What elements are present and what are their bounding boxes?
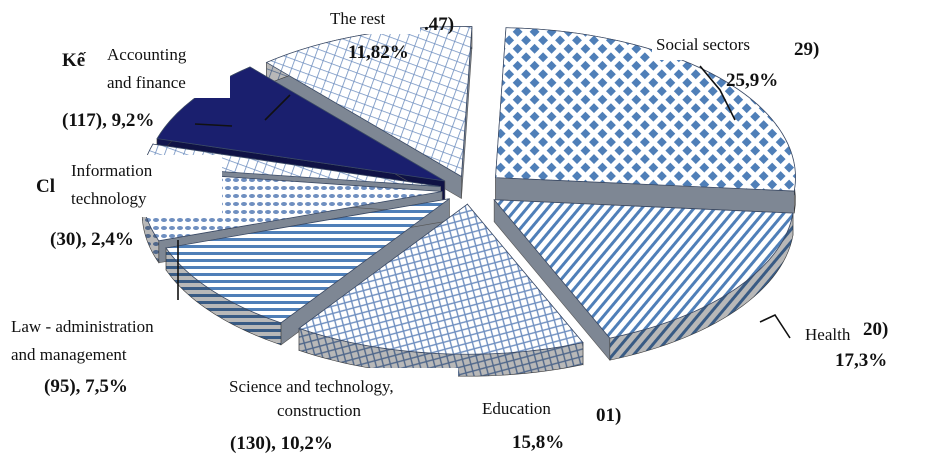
category-label-social-sectors: Social sectors: [656, 35, 750, 54]
category-label-science-and-technology-construction: Science and technology,: [229, 377, 394, 396]
value-label-social-sectors: 25,9%: [726, 70, 778, 91]
category-label-science-and-technology-construction: construction: [277, 401, 362, 420]
slice-education: [298, 203, 584, 377]
label-box-social-sectors: [652, 30, 784, 60]
slice-top: [493, 199, 794, 339]
slice-labels: Social sectors 29) 25,9% Health 20) 17,3% Educ…: [6, 4, 888, 454]
label-box-the-rest: [324, 4, 420, 34]
slice-top: [298, 203, 584, 355]
category-label-accounting-and-finance: Accounting: [107, 45, 187, 64]
label-box-health: [800, 320, 858, 348]
value-label-science-and-technology-construction: (130), 10,2%: [230, 433, 333, 454]
label-box-accounting-and-finance: [100, 40, 230, 98]
slice-science-and-technology-construction: [165, 198, 450, 346]
category-label-information-technology: Information: [71, 161, 153, 180]
count-label-education: 01): [596, 405, 621, 426]
count-label-social-sectors: 29): [794, 39, 819, 60]
leader-the-rest: [264, 94, 291, 121]
slice-top: [495, 27, 796, 192]
slice-shade: [609, 213, 793, 361]
category-label-law-administration-and-management: and management: [11, 345, 127, 364]
category-label-law-administration-and-management: Law - administration: [11, 317, 154, 336]
label-box-law-administration-and-management: [6, 310, 200, 370]
count-label-the-rest: .47): [424, 14, 454, 35]
count-label-health: 20): [863, 319, 888, 340]
slice-shade: [142, 171, 159, 263]
obscured-label-information-technology: Cl: [36, 176, 55, 197]
leader-health: [759, 313, 791, 339]
leader-social-sectors: [699, 65, 736, 121]
slice-social-sectors: [495, 27, 796, 214]
value-label-law-administration-and-management: (95), 7,5%: [44, 376, 128, 397]
value-label-accounting-and-finance: (117), 9,2%: [62, 110, 154, 131]
value-label-education: 15,8%: [512, 432, 564, 453]
category-label-information-technology: technology: [71, 189, 147, 208]
category-label-the-rest: The rest: [330, 9, 386, 28]
category-label-education: Education: [482, 399, 551, 418]
obscured-label-accounting-and-finance: Kế: [62, 50, 87, 71]
label-box-information-technology: [64, 155, 222, 217]
label-box-education: [460, 394, 592, 428]
category-label-accounting-and-finance: and finance: [107, 73, 186, 92]
category-label-health: Health: [805, 325, 851, 344]
leader-accounting: [194, 123, 233, 127]
pie-slices: [141, 26, 796, 377]
slice-health: [493, 198, 794, 361]
value-label-the-rest: 11,82%: [348, 42, 409, 63]
value-label-health: 17,3%: [835, 350, 887, 371]
label-box-science-and-technology-construction: [226, 368, 458, 428]
slice-shade: [166, 247, 281, 345]
value-label-information-technology: (30), 2,4%: [50, 229, 134, 250]
slice-top: [165, 198, 450, 324]
slice-shade: [299, 328, 584, 377]
leader-lines: [177, 65, 791, 339]
slice-top: [265, 26, 473, 178]
